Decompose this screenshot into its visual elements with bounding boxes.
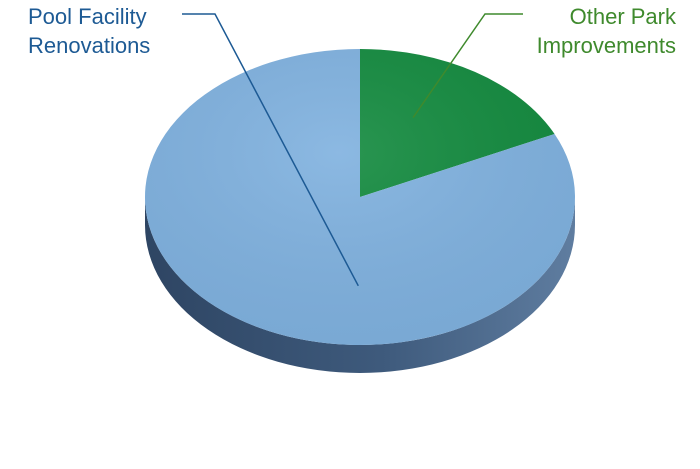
other-label-line-1: Other Park <box>569 4 676 29</box>
pie-top-shading <box>145 49 575 345</box>
pool-label-line-2: Renovations <box>28 33 151 58</box>
leader-line-pool-facility <box>182 13 359 287</box>
leader-line-other-park <box>412 13 523 119</box>
pie-side-wall <box>145 197 575 373</box>
pool-facility-renovations-label: Pool Facility Renovations <box>28 2 150 60</box>
other-label-line-2: Improvements <box>536 33 676 58</box>
other-park-improvements-label: Other Park Improvements <box>537 2 676 60</box>
pool-label-line-1: Pool Facility <box>28 4 147 29</box>
